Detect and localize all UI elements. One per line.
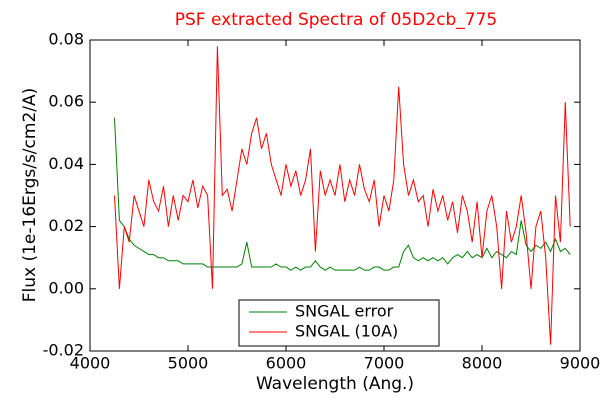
legend-box [238, 299, 440, 347]
x-tick-label: 5000 [168, 354, 209, 373]
y-tick-label: 0.00 [48, 278, 84, 297]
x-tick-label: 8000 [462, 354, 503, 373]
x-tick-label: 7000 [364, 354, 405, 373]
legend-label: SNGAL (10A) [295, 322, 398, 341]
y-tick-label: -0.02 [43, 341, 84, 360]
x-axis-label: Wavelength (Ang.) [256, 374, 414, 394]
series-line [114, 46, 571, 345]
x-tick-label: 9000 [560, 354, 600, 373]
chart-title: PSF extracted Spectra of 05D2cb_775 [175, 10, 497, 30]
plot-frame [89, 39, 581, 352]
x-tick-label: 6000 [266, 354, 307, 373]
x-tick-label: 4000 [70, 354, 111, 373]
y-tick-label: 0.04 [48, 154, 84, 173]
y-tick-label: 0.08 [48, 30, 84, 49]
y-tick-label: 0.06 [48, 92, 84, 111]
y-tick-label: 0.02 [48, 216, 84, 235]
y-axis-label: Flux (1e-16Ergs/s/cm2/A) [20, 88, 40, 303]
series-line [114, 117, 571, 271]
legend-label: SNGAL error [295, 302, 394, 321]
